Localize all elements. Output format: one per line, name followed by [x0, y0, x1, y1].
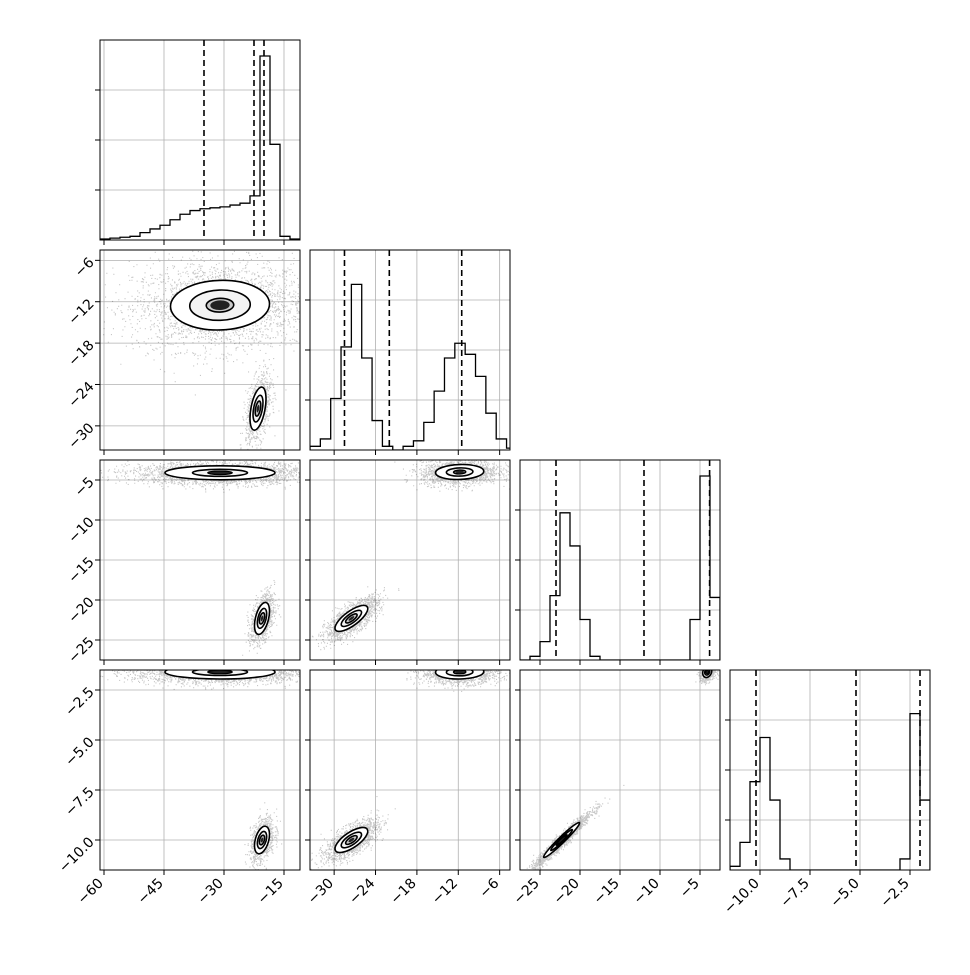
density	[311, 460, 510, 651]
panel-frame	[99, 249, 301, 451]
x-tick-label: −18	[388, 876, 420, 908]
contour-core	[558, 836, 565, 844]
y-tick-label: −15	[65, 554, 97, 586]
histogram	[730, 670, 930, 870]
x-tick-label: −10.0	[721, 876, 763, 918]
scatter-panel-1-0: −30 −24 −18 −12 −6	[65, 249, 301, 455]
x-tick-label: −10	[631, 876, 663, 908]
x-tick-label: −6	[477, 875, 503, 901]
density	[310, 670, 510, 870]
scatter-points	[406, 670, 510, 692]
y-tick-label: −25	[65, 634, 97, 666]
x-tick-label: −12	[429, 876, 461, 908]
x-tick-label: −20	[551, 876, 583, 908]
density	[100, 460, 300, 656]
contour-core	[256, 404, 260, 413]
y-tick-label: −5.0	[62, 734, 97, 769]
x-tick-label: −30	[305, 876, 337, 908]
histogram	[520, 460, 720, 660]
hist-panel-3: −10.0 −7.5 −5.0 −2.5	[721, 669, 931, 918]
density	[103, 250, 300, 450]
scatter-panel-3-0: −10.0 −7.5 −5.0 −2.5 −60 −45 −30 −15	[56, 669, 301, 908]
contour-core	[348, 616, 355, 621]
contour-core	[260, 837, 264, 843]
y-tick-label: −5	[72, 474, 98, 500]
x-tick-label: −15	[255, 876, 287, 908]
y-tick-label: −10	[65, 514, 97, 546]
scatter-panel-3-2: −25 −20 −15 −10 −5	[511, 669, 721, 908]
histogram	[310, 250, 510, 450]
y-tick-label: −18	[65, 337, 97, 369]
contour-core	[455, 670, 464, 674]
hist-panel-2	[515, 459, 721, 665]
contour-core	[706, 671, 708, 673]
y-tick-label: −10.0	[56, 834, 98, 876]
y-tick-label: −30	[65, 420, 97, 452]
y-tick-label: −24	[65, 379, 97, 411]
histogram-step	[520, 475, 720, 660]
y-tick-label: −6	[72, 255, 98, 281]
density	[526, 670, 720, 870]
y-tick-label: −7.5	[62, 784, 97, 819]
x-tick-label: −2.5	[877, 876, 912, 911]
panel-frame	[99, 669, 301, 871]
hist-panel-1	[305, 249, 511, 455]
scatter-panel-2-1	[305, 459, 511, 665]
scatter-panel-3-1: −30 −24 −18 −12 −6	[305, 669, 511, 908]
contour-core	[210, 670, 230, 674]
y-tick-label: −2.5	[62, 684, 97, 719]
x-tick-label: −5.0	[827, 876, 862, 911]
density	[100, 670, 300, 870]
contour-core	[210, 300, 230, 311]
histogram-step	[310, 283, 510, 450]
histogram-step	[100, 55, 300, 240]
y-tick-label: −12	[65, 296, 97, 328]
contour-core	[210, 471, 230, 475]
x-tick-label: −5	[677, 876, 703, 902]
scatter-points	[100, 670, 300, 690]
x-tick-label: −30	[195, 876, 227, 908]
x-tick-label: −45	[135, 876, 167, 908]
contour-core	[455, 470, 464, 474]
hist-panel-0	[95, 39, 301, 245]
x-tick-label: −60	[75, 876, 107, 908]
contour-core	[348, 837, 355, 843]
x-tick-label: −7.5	[777, 876, 812, 911]
histogram	[100, 40, 300, 240]
x-tick-label: −24	[346, 875, 378, 907]
panel-frame	[309, 669, 511, 871]
histogram-step	[730, 712, 930, 870]
scatter-points	[244, 802, 283, 870]
y-tick-label: −20	[65, 594, 97, 626]
x-tick-label: −15	[591, 876, 623, 908]
contour-core	[260, 615, 264, 622]
x-tick-label: −25	[511, 876, 543, 908]
